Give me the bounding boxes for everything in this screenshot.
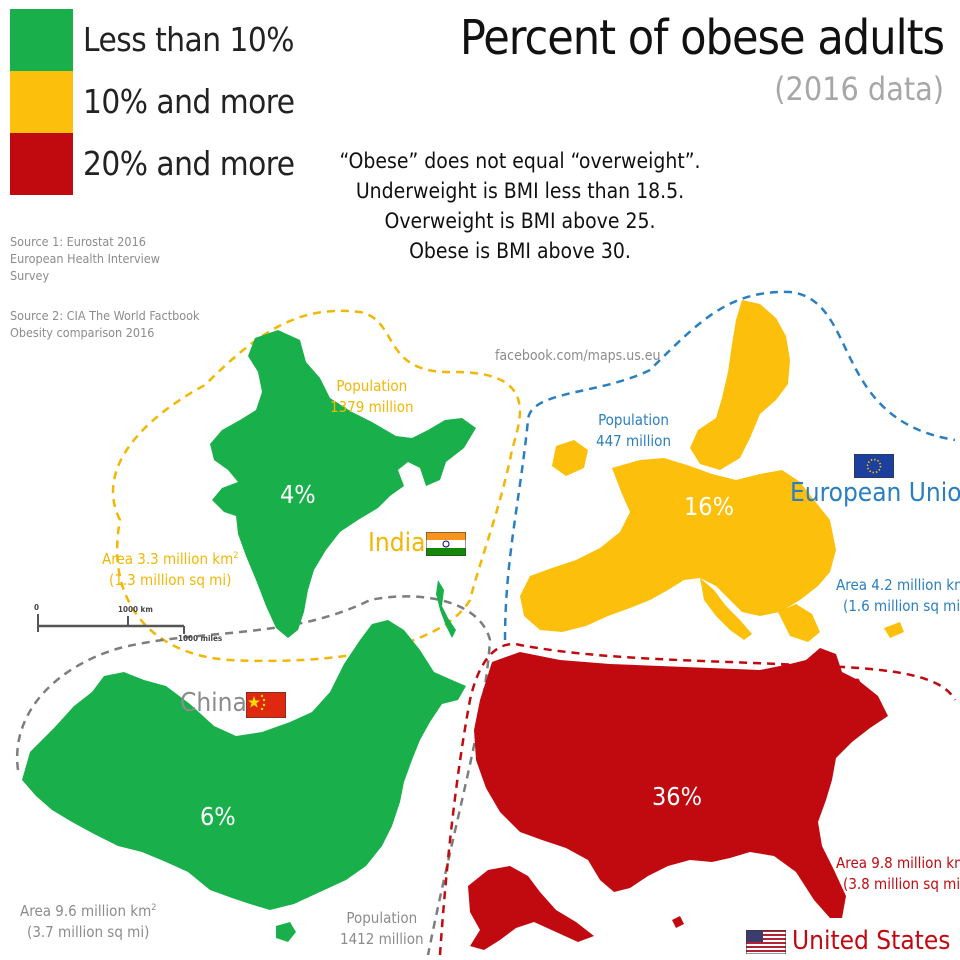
legend-swatch-mid xyxy=(10,71,73,133)
legend-swatch-low xyxy=(10,9,73,71)
source-line: Source 2: CIA The World Factbook xyxy=(10,308,200,323)
area-superscript: 2 xyxy=(151,903,157,913)
usa-population: Population 333 million xyxy=(788,672,863,714)
usa-alaska-shape xyxy=(468,866,594,950)
eu-area-mi: (1.6 million sq mi) xyxy=(843,597,960,615)
bmi-note-line: Obese is BMI above 30. xyxy=(409,239,631,263)
eu-flag-icon xyxy=(854,454,894,478)
china-population-value: 1412 million xyxy=(340,930,424,948)
eu-region-outline xyxy=(503,290,956,641)
source-2: Source 2: CIA The World Factbook Obesity… xyxy=(10,307,200,341)
india-percent: 4% xyxy=(280,480,316,509)
usa-area-km-text: Area 9.8 million km xyxy=(836,854,960,872)
china-flag-icon xyxy=(246,692,286,718)
usa-area-mi: (3.8 million sq mi) xyxy=(843,875,960,893)
china-area-mi: (3.7 million sq mi) xyxy=(27,923,150,941)
china-name: China xyxy=(180,688,247,718)
china-population-label: Population xyxy=(346,909,418,927)
india-area-km: Area 3.3 million km2 xyxy=(102,546,238,570)
scale-km-label: 1000 km xyxy=(118,605,153,614)
eu-population-label: Population xyxy=(598,411,669,429)
china-region-outline xyxy=(15,595,492,956)
usa-percent: 36% xyxy=(652,782,702,811)
eu-percent: 16% xyxy=(684,492,734,521)
scale-bar xyxy=(37,614,185,634)
source-line: Obesity comparison 2016 xyxy=(10,325,155,340)
source-line: Survey xyxy=(10,268,50,283)
legend-swatch-high xyxy=(10,133,73,195)
india-islands-shape xyxy=(436,580,456,638)
india-flag-icon xyxy=(426,532,466,556)
eu-italy-shape xyxy=(700,578,752,640)
china-area-km-text: Area 9.6 million km xyxy=(20,902,152,920)
source-line: European Health Interview xyxy=(10,251,160,266)
china-shape xyxy=(22,620,466,910)
eu-ireland-shape xyxy=(552,440,588,476)
eu-name: European Union xyxy=(790,478,960,508)
china-percent: 6% xyxy=(200,802,236,831)
bmi-note-line: “Obese” does not equal “overweight”. xyxy=(339,149,701,173)
india-shape xyxy=(210,330,476,638)
credit-link[interactable]: facebook.com/maps.us.eu xyxy=(495,348,661,364)
eu-mainland-shape xyxy=(520,458,836,632)
usa-shape xyxy=(474,648,888,918)
eu-population-value: 447 million xyxy=(596,432,671,450)
scale-zero-label: 0 xyxy=(34,603,40,612)
usa-flag-icon xyxy=(746,930,786,954)
eu-scandinavia-shape xyxy=(690,300,790,470)
scale-miles-label: 1000 miles xyxy=(178,634,223,643)
eu-population: Population 447 million xyxy=(596,410,671,452)
legend-label-high: 20% and more xyxy=(83,144,295,183)
usa-hawaii-shape xyxy=(672,916,684,928)
legend-label-low: Less than 10% xyxy=(83,20,294,59)
china-hainan-shape xyxy=(276,922,296,942)
usa-name: United States xyxy=(792,926,951,956)
eu-area-km-text: Area 4.2 million km xyxy=(836,576,960,594)
page-title: Percent of obese adults xyxy=(459,10,945,66)
usa-area-km: Area 9.8 million km2 xyxy=(836,850,960,874)
eu-cyprus-shape xyxy=(884,622,904,638)
china-area-km: Area 9.6 million km2 xyxy=(20,898,156,922)
legend-label-mid: 10% and more xyxy=(83,82,295,121)
india-area: Area 3.3 million km2 (1.3 million sq mi) xyxy=(102,546,238,591)
eu-greece-shape xyxy=(778,604,820,642)
india-population: Population 1379 million xyxy=(330,376,414,418)
area-superscript: 2 xyxy=(233,551,239,561)
page-subtitle: (2016 data) xyxy=(774,70,944,108)
usa-population-label: Population xyxy=(790,673,861,691)
india-name: India xyxy=(368,528,426,558)
india-area-km-text: Area 3.3 million km xyxy=(102,550,234,568)
china-population: Population 1412 million xyxy=(340,908,424,950)
india-population-value: 1379 million xyxy=(330,398,414,416)
bmi-note: “Obese” does not equal “overweight”. Und… xyxy=(300,146,740,266)
source-1: Source 1: Eurostat 2016 European Health … xyxy=(10,233,160,284)
india-population-label: Population xyxy=(336,377,408,395)
usa-area: Area 9.8 million km2 (3.8 million sq mi) xyxy=(836,850,960,895)
source-line: Source 1: Eurostat 2016 xyxy=(10,234,146,249)
china-area: Area 9.6 million km2 (3.7 million sq mi) xyxy=(20,898,156,943)
eu-area-km: Area 4.2 million km2 xyxy=(836,572,960,596)
bmi-note-line: Overweight is BMI above 25. xyxy=(384,209,656,233)
usa-population-value: 333 million xyxy=(788,694,863,712)
bmi-note-line: Underweight is BMI less than 18.5. xyxy=(355,179,685,203)
india-region-outline xyxy=(111,309,522,663)
india-area-mi: (1.3 million sq mi) xyxy=(109,571,232,589)
eu-area: Area 4.2 million km2 (1.6 million sq mi) xyxy=(836,572,960,617)
usa-region-outline xyxy=(438,642,957,956)
